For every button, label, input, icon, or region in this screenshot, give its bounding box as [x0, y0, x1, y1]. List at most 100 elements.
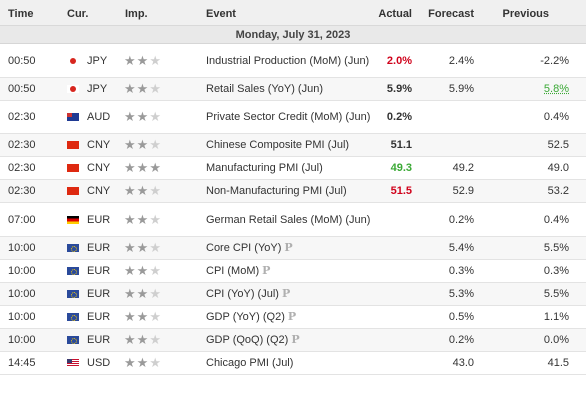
jp-flag-icon — [67, 56, 79, 65]
event-currency: EUR — [87, 334, 111, 346]
event-name-text: Non-Manufacturing PMI (Jul) — [206, 185, 347, 197]
economic-calendar: Time Cur. Imp. Event Actual Forecast Pre… — [0, 0, 586, 375]
table-row[interactable]: 10:00 EUR ★★★ CPI (YoY) (Jul) P 5.3% 5.5% — [0, 283, 586, 306]
event-name-text: Chicago PMI (Jul) — [206, 357, 294, 369]
table-row[interactable]: 00:50 JPY ★★★ Industrial Production (MoM) (… — [0, 44, 586, 78]
importance-stars: ★★★ — [124, 138, 162, 152]
table-row[interactable]: 02:30 CNY ★★★ Chinese Composite PMI (Jul) 51… — [0, 134, 586, 157]
event-time: 00:50 — [8, 83, 36, 95]
star-empty-icon: ★ — [149, 309, 162, 324]
star-filled-icon: ★ — [136, 52, 150, 68]
star-empty-icon: ★ — [149, 52, 162, 68]
star-filled-icon: ★ — [124, 137, 137, 152]
table-row[interactable]: 10:00 EUR ★★★ GDP (YoY) (Q2) P 0.5% 1.1% — [0, 306, 586, 329]
event-name[interactable]: Industrial Production (MoM) (Jun) — [206, 54, 371, 68]
event-previous: 5.5% — [543, 242, 569, 254]
star-filled-icon: ★ — [136, 183, 150, 198]
table-row[interactable]: 00:50 JPY ★★★ Retail Sales (YoY) (Jun) 5.9% 5… — [0, 78, 586, 101]
event-name[interactable]: Manufacturing PMI (Jul) — [206, 161, 371, 175]
event-previous: 5.8% — [543, 83, 569, 95]
jp-flag-icon — [67, 85, 79, 93]
star-filled-icon: ★ — [136, 263, 150, 278]
table-row[interactable]: 10:00 EUR ★★★ GDP (QoQ) (Q2) P 0.2% 0.0% — [0, 329, 586, 352]
event-previous: 0.0% — [543, 334, 569, 346]
star-filled-icon: ★ — [136, 160, 150, 175]
header-forecast: Forecast — [428, 8, 474, 20]
event-forecast: 0.2% — [448, 334, 474, 346]
event-forecast: 0.3% — [448, 265, 474, 277]
event-previous: 53.2 — [547, 185, 569, 197]
event-forecast: 5.9% — [448, 83, 474, 95]
event-currency: USD — [87, 357, 111, 369]
event-time: 10:00 — [8, 265, 36, 277]
event-currency: JPY — [87, 83, 108, 95]
table-row[interactable]: 10:00 EUR ★★★ CPI (MoM) P 0.3% 0.3% — [0, 260, 586, 283]
event-actual: 0.2% — [386, 111, 412, 123]
event-forecast: 49.2 — [452, 162, 474, 174]
preliminary-icon: P — [262, 264, 271, 277]
event-currency: JPY — [87, 54, 108, 67]
event-name[interactable]: Core CPI (YoY) P — [206, 241, 371, 255]
event-name[interactable]: Chinese Composite PMI (Jul) — [206, 138, 371, 152]
event-previous: 41.5 — [547, 357, 569, 369]
cn-flag-icon — [67, 187, 79, 195]
event-currency: EUR — [87, 213, 111, 226]
star-empty-icon: ★ — [149, 286, 162, 301]
event-name[interactable]: Non-Manufacturing PMI (Jul) — [206, 184, 371, 198]
star-filled-icon: ★ — [136, 286, 150, 301]
table-row[interactable]: 14:45 USD ★★★ Chicago PMI (Jul) 43.0 41.5 — [0, 352, 586, 375]
event-previous: 0.4% — [543, 213, 569, 226]
event-name[interactable]: Private Sector Credit (MoM) (Jun) — [206, 110, 371, 124]
importance-stars: ★★★ — [124, 110, 162, 124]
eu-flag-icon — [67, 267, 79, 275]
event-currency: EUR — [87, 265, 111, 277]
table-row[interactable]: 10:00 EUR ★★★ Core CPI (YoY) P 5.4% 5.5% — [0, 237, 586, 260]
event-name[interactable]: GDP (YoY) (Q2) P — [206, 310, 371, 324]
event-name[interactable]: German Retail Sales (MoM) (Jun) — [206, 213, 371, 227]
star-filled-icon: ★ — [124, 211, 137, 227]
event-name-text: GDP (YoY) (Q2) — [206, 311, 285, 323]
event-name[interactable]: CPI (MoM) P — [206, 264, 371, 278]
event-name-text: CPI (YoY) (Jul) — [206, 288, 279, 300]
event-name-text: CPI (MoM) — [206, 265, 260, 277]
event-actual: 51.5 — [390, 185, 412, 197]
event-currency: EUR — [87, 242, 111, 254]
event-name[interactable]: Retail Sales (YoY) (Jun) — [206, 82, 371, 96]
star-empty-icon: ★ — [149, 332, 162, 347]
de-flag-icon — [67, 215, 79, 224]
event-forecast: 2.4% — [448, 54, 474, 67]
event-actual: 49.3 — [390, 162, 412, 174]
event-time: 10:00 — [8, 311, 36, 323]
star-filled-icon: ★ — [136, 309, 150, 324]
event-previous: 49.0 — [547, 162, 569, 174]
header-event: Event — [206, 8, 236, 20]
event-rows: 00:50 JPY ★★★ Industrial Production (MoM) (… — [0, 44, 586, 375]
star-empty-icon: ★ — [149, 263, 162, 278]
event-forecast: 52.9 — [452, 185, 474, 197]
star-filled-icon: ★ — [149, 160, 162, 175]
eu-flag-icon — [67, 313, 79, 321]
event-name[interactable]: Chicago PMI (Jul) — [206, 356, 371, 370]
eu-flag-icon — [67, 336, 79, 344]
table-row[interactable]: 02:30 CNY ★★★ Manufacturing PMI (Jul) 49.3 49… — [0, 157, 586, 180]
event-actual: 2.0% — [386, 54, 412, 67]
star-filled-icon: ★ — [124, 160, 137, 175]
importance-stars: ★★★ — [124, 52, 162, 68]
table-row[interactable]: 02:30 AUD ★★★ Private Sector Credit (MoM) (… — [0, 101, 586, 134]
event-currency: CNY — [87, 162, 111, 174]
preliminary-icon: P — [281, 287, 291, 300]
event-forecast: 0.5% — [448, 311, 474, 323]
event-name[interactable]: CPI (YoY) (Jul) P — [206, 287, 371, 301]
table-row[interactable]: 07:00 EUR ★★★ German Retail Sales (MoM) (Ju… — [0, 203, 586, 237]
star-empty-icon: ★ — [149, 183, 162, 198]
table-row[interactable]: 02:30 CNY ★★★ Non-Manufacturing PMI (Jul) 51… — [0, 180, 586, 203]
event-name[interactable]: GDP (QoQ) (Q2) P — [206, 333, 371, 347]
us-flag-icon — [67, 359, 79, 367]
star-filled-icon: ★ — [136, 240, 150, 255]
event-previous: 0.4% — [543, 111, 569, 123]
event-time: 14:45 — [8, 357, 36, 369]
importance-stars: ★★★ — [124, 356, 162, 370]
event-time: 10:00 — [8, 242, 36, 254]
star-filled-icon: ★ — [124, 52, 137, 68]
importance-stars: ★★★ — [124, 310, 162, 324]
